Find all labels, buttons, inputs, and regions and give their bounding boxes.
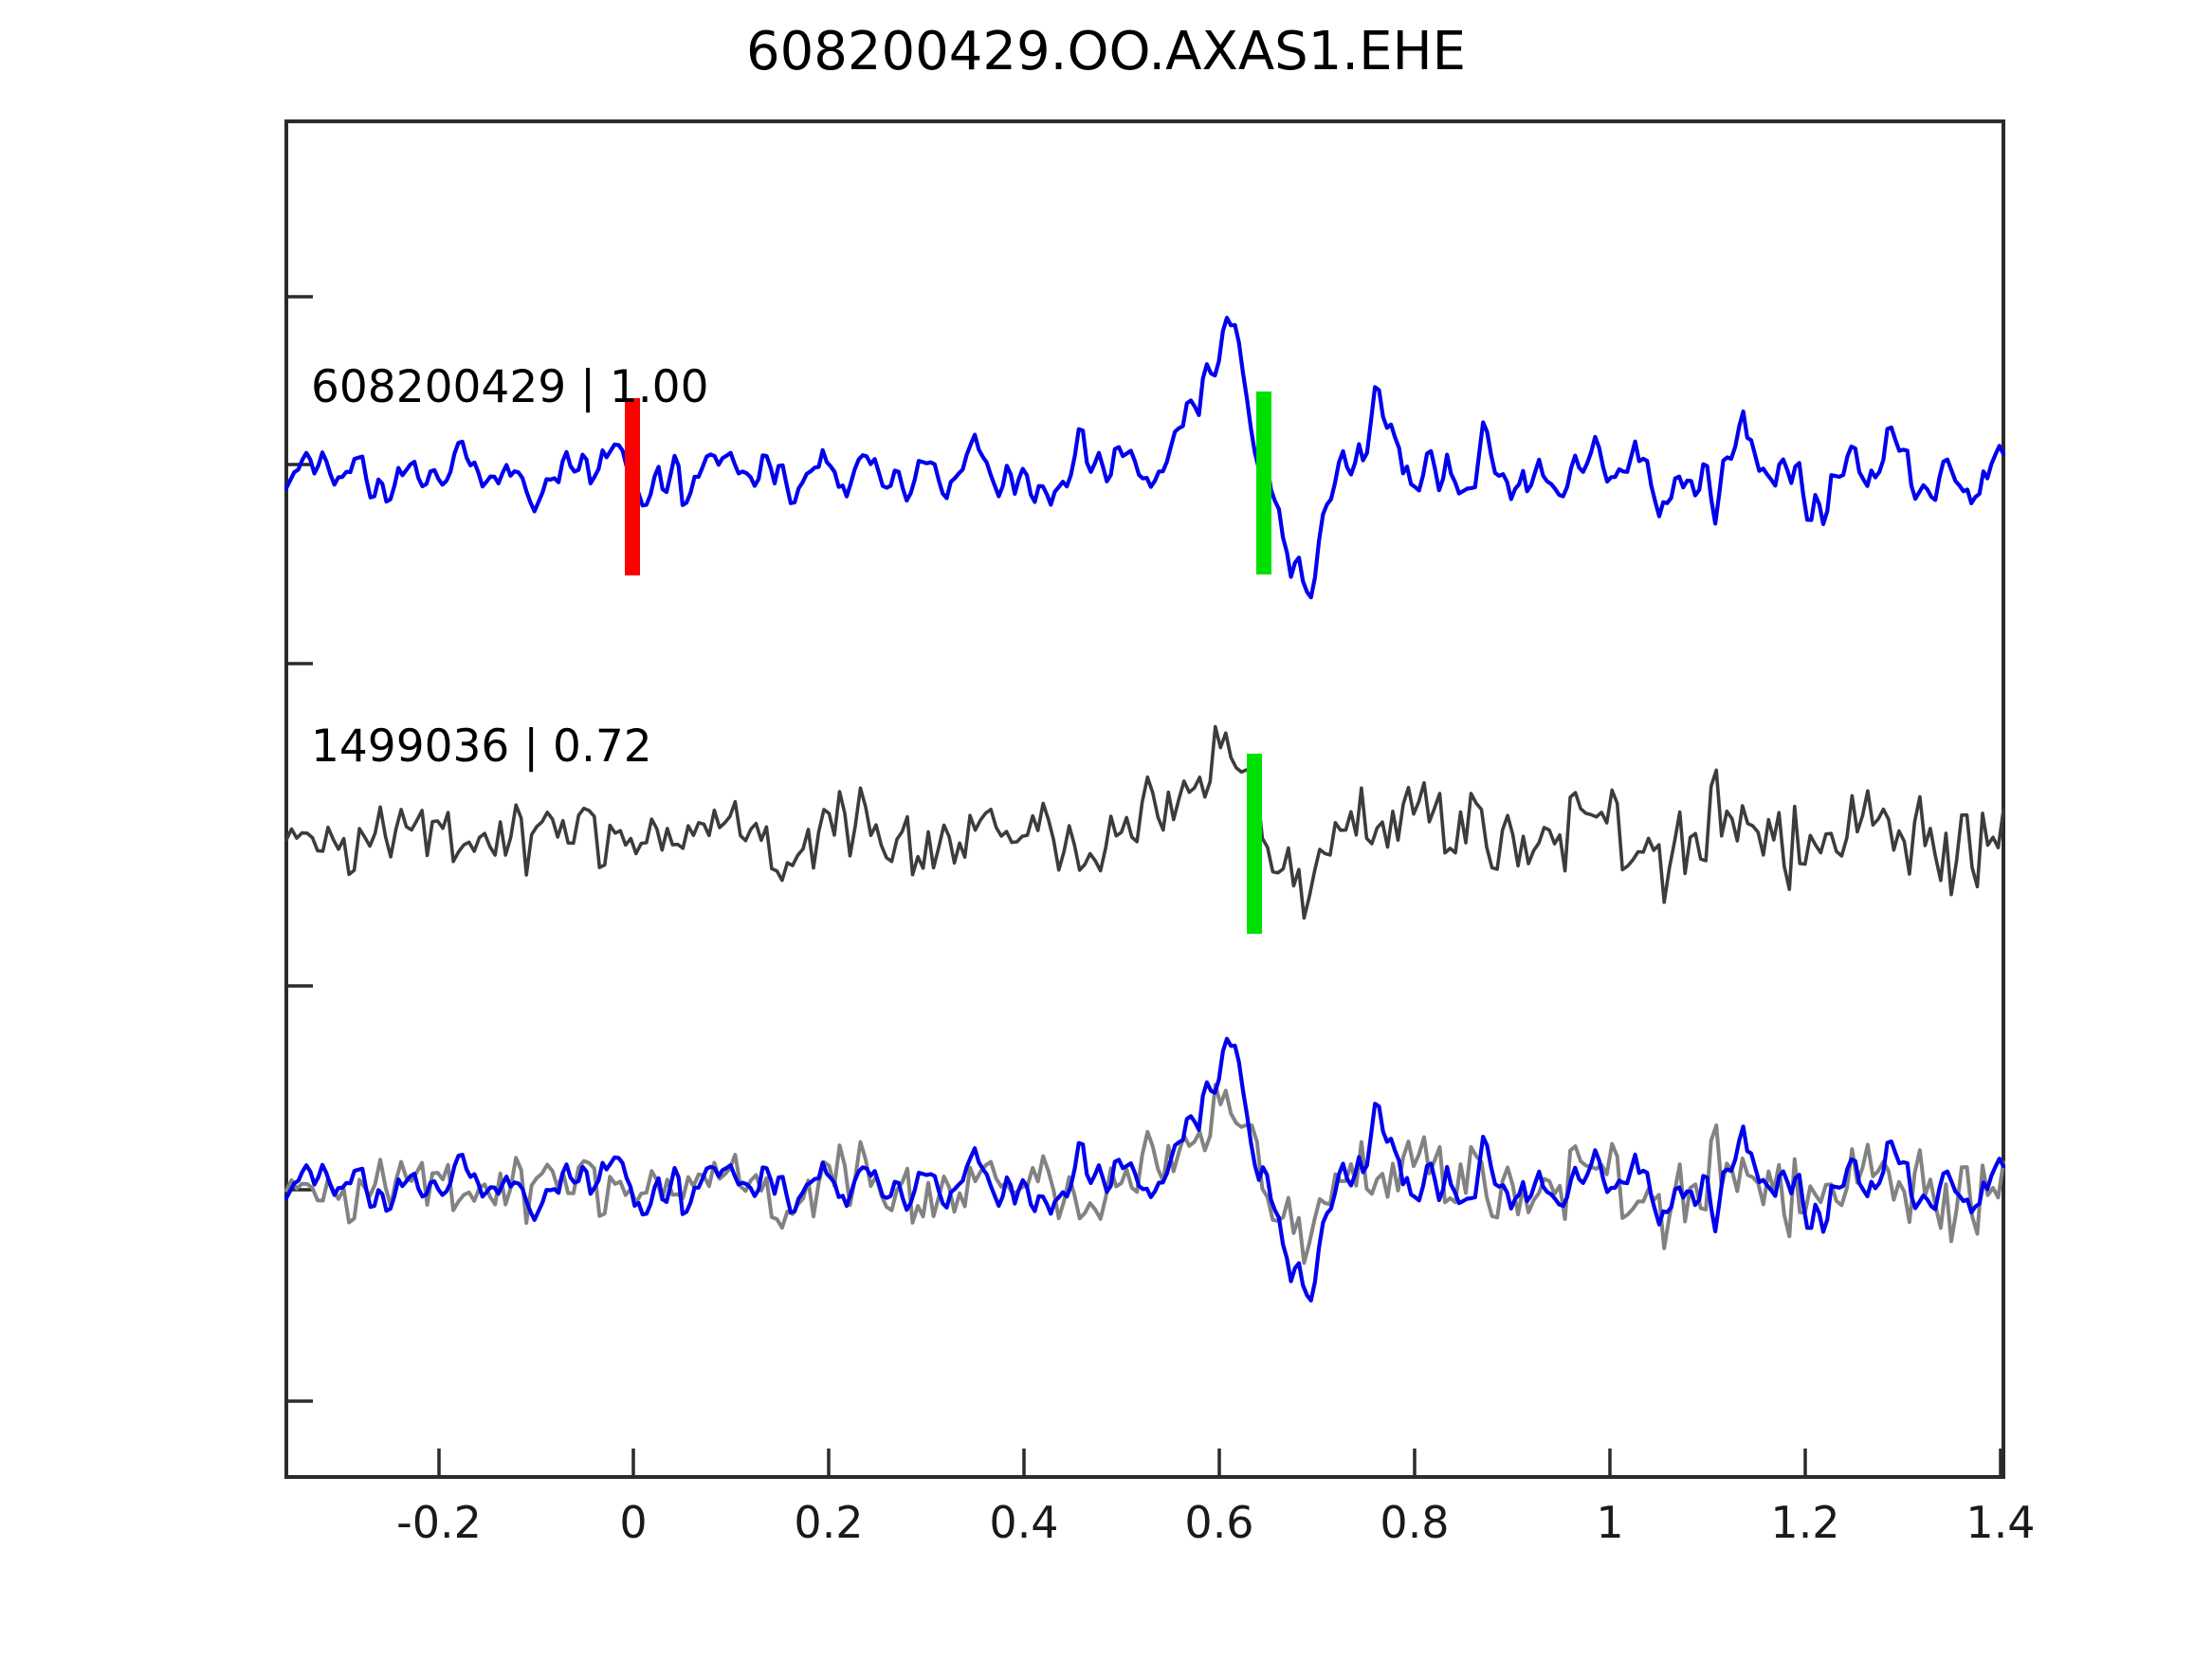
xtick-label: 0.4 bbox=[989, 1497, 1058, 1548]
trace-label-detection: 1499036 | 0.72 bbox=[311, 720, 652, 773]
xtick-label: 1.2 bbox=[1770, 1497, 1839, 1548]
p-pick-marker bbox=[625, 398, 640, 575]
xtick-label: -0.2 bbox=[396, 1497, 482, 1548]
page-title: 608200429.OO.AXAS1.EHE bbox=[746, 21, 1466, 82]
waveform-overlay-blue bbox=[283, 1036, 2006, 1303]
x-axis-ticks bbox=[437, 1449, 2002, 1477]
xtick-label: 0.8 bbox=[1380, 1497, 1449, 1548]
s-pick-marker-panel1 bbox=[1256, 392, 1271, 574]
xtick-label: 1 bbox=[1596, 1497, 1623, 1548]
xtick-label: 1.4 bbox=[1965, 1497, 2035, 1548]
plot-frame bbox=[284, 119, 2005, 1479]
x-axis-tick-labels: -0.2 0 0.2 0.4 0.6 0.8 1 1.2 1.4 bbox=[396, 1497, 2035, 1548]
xtick-label: 0.6 bbox=[1184, 1497, 1253, 1548]
waveform-trace-detection bbox=[284, 724, 2005, 921]
trace-label-template: 608200429 | 1.00 bbox=[311, 361, 709, 413]
s-pick-marker-panel2 bbox=[1247, 754, 1262, 934]
xtick-label: 0.2 bbox=[794, 1497, 863, 1548]
xtick-label: 0 bbox=[619, 1497, 647, 1548]
waveform-trace-template bbox=[283, 316, 2006, 600]
waveform-overlay-gray bbox=[284, 1083, 2005, 1266]
